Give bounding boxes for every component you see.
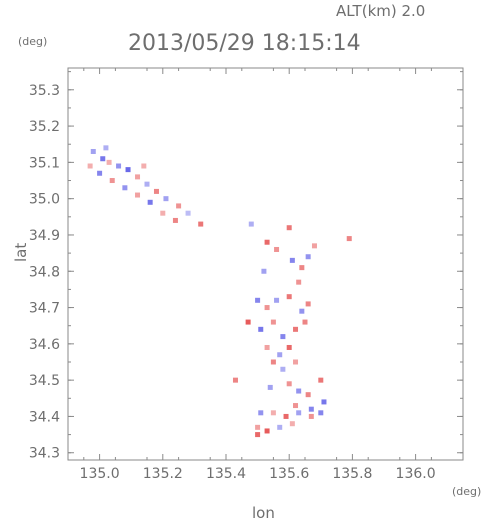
plot-frame	[67, 67, 464, 461]
data-point	[264, 344, 270, 350]
x-tick-label: 135.0	[80, 466, 120, 482]
data-point	[296, 279, 302, 285]
data-point	[255, 424, 261, 430]
data-point	[293, 326, 299, 332]
x-axis-label: lon	[252, 504, 275, 521]
altitude-label: ALT(km) 2.0	[336, 2, 425, 20]
data-point	[274, 246, 280, 252]
data-point	[90, 148, 96, 154]
y-tick-label: 34.4	[29, 409, 60, 425]
data-point	[293, 359, 299, 365]
data-point	[270, 319, 276, 325]
data-point	[97, 170, 103, 176]
data-point	[264, 428, 270, 434]
x-tick-label: 135.4	[206, 466, 246, 482]
data-point	[274, 297, 280, 303]
data-point	[286, 225, 292, 231]
data-point	[103, 145, 109, 151]
x-tick-label: 135.2	[143, 466, 183, 482]
data-point	[286, 381, 292, 387]
data-point	[160, 210, 166, 216]
data-point	[286, 344, 292, 350]
data-point	[141, 163, 147, 169]
y-tick-label: 34.3	[29, 446, 60, 462]
data-point	[261, 268, 267, 274]
data-point	[232, 377, 238, 383]
data-point	[125, 167, 131, 173]
data-point	[270, 359, 276, 365]
data-point	[267, 384, 273, 390]
data-point	[248, 221, 254, 227]
data-point	[106, 159, 112, 165]
data-point	[144, 181, 150, 187]
x-tick-label: 136.0	[396, 466, 436, 482]
data-point	[255, 432, 261, 438]
data-point	[280, 366, 286, 372]
y-tick-label: 35.0	[29, 192, 60, 208]
data-point	[109, 178, 115, 184]
data-point	[280, 334, 286, 340]
y-tick-label: 34.7	[29, 301, 60, 317]
y-tick-label: 34.5	[29, 373, 60, 389]
data-point	[163, 196, 169, 202]
data-point	[305, 392, 311, 398]
data-point	[264, 239, 270, 245]
data-point	[308, 406, 314, 412]
data-point	[198, 221, 204, 227]
data-point	[289, 421, 295, 427]
data-point	[308, 413, 314, 419]
data-point	[305, 254, 311, 260]
data-point	[296, 388, 302, 394]
data-point	[255, 297, 261, 303]
data-point	[293, 403, 299, 409]
data-point	[318, 377, 324, 383]
data-point	[135, 174, 141, 180]
data-point	[277, 424, 283, 430]
data-point	[147, 199, 153, 205]
data-point	[245, 319, 251, 325]
y-tick-label: 34.9	[29, 228, 60, 244]
data-point	[100, 156, 106, 162]
data-point	[264, 305, 270, 311]
data-point	[299, 308, 305, 314]
data-point	[321, 399, 327, 405]
data-point	[289, 257, 295, 263]
x-tick-label: 135.6	[269, 466, 309, 482]
y-tick-label: 35.3	[29, 83, 60, 99]
data-point	[135, 192, 141, 198]
y-axis-unit: (deg)	[18, 35, 47, 48]
data-point	[283, 413, 289, 419]
data-point	[116, 163, 122, 169]
axis-ticks: 135.0 135.2 135.4 135.6 135.8 136.0 34.3 34.4 34…	[29, 68, 463, 482]
y-axis-label: lat	[12, 243, 30, 262]
x-axis-unit: (deg)	[452, 485, 481, 498]
chart-title: 2013/05/29 18:15:14	[128, 31, 361, 56]
data-points	[87, 145, 352, 438]
y-tick-label: 35.2	[29, 119, 60, 135]
y-tick-label: 34.6	[29, 337, 60, 353]
data-point	[153, 188, 159, 194]
data-point	[302, 319, 308, 325]
data-point	[258, 410, 264, 416]
data-point	[270, 410, 276, 416]
data-point	[286, 294, 292, 300]
data-point	[346, 236, 352, 242]
data-point	[176, 203, 182, 209]
data-point	[258, 326, 264, 332]
x-tick-label: 135.8	[332, 466, 372, 482]
data-point	[172, 217, 178, 223]
data-point	[311, 243, 317, 249]
data-point	[277, 352, 283, 358]
data-point	[305, 301, 311, 307]
y-tick-label: 35.1	[29, 155, 60, 171]
data-point	[299, 265, 305, 271]
data-point	[122, 185, 128, 191]
data-point	[318, 410, 324, 416]
y-tick-label: 34.8	[29, 264, 60, 280]
data-point	[87, 163, 93, 169]
data-point	[185, 210, 191, 216]
data-point	[296, 410, 302, 416]
